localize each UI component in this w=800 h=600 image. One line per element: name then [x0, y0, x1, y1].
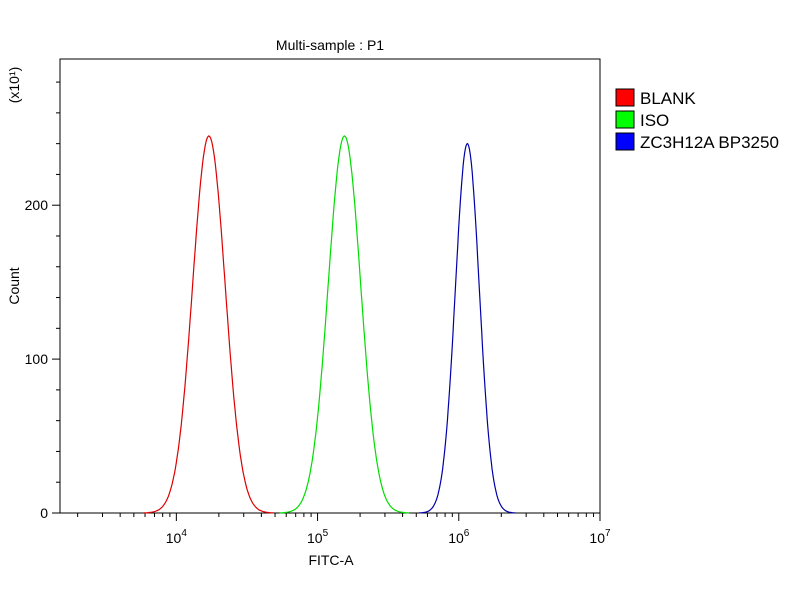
x-axis: 104 105 106 107 [77, 513, 611, 546]
legend-label: BLANK [640, 89, 696, 108]
plot-frame [59, 58, 601, 514]
series-curve [279, 135, 410, 514]
series-curve [143, 135, 274, 514]
legend: BLANK ISO ZC3H12A BP3250 [615, 88, 779, 152]
y-axis-label: Count [6, 267, 22, 304]
x-tick-label: 107 [589, 528, 611, 546]
y-axis: 0 100 200 [25, 81, 60, 521]
series-curve [419, 142, 516, 514]
x-axis-label: FITC-A [308, 552, 354, 568]
x-tick-label: 105 [307, 528, 329, 546]
y-tick-label: 200 [25, 197, 49, 213]
series-layer [143, 135, 516, 514]
x-tick-label: 104 [166, 528, 188, 546]
x-tick-label: 106 [448, 528, 470, 546]
y-axis-multiplier: (x10¹) [6, 67, 22, 104]
legend-swatch [615, 110, 635, 129]
legend-swatch [615, 132, 635, 151]
chart-title: Multi-sample : P1 [276, 37, 384, 53]
legend-swatch [615, 88, 635, 107]
legend-label: ISO [640, 111, 669, 130]
y-tick-label: 100 [25, 351, 49, 367]
legend-label: ZC3H12A BP3250 [640, 133, 779, 152]
y-tick-label: 0 [40, 505, 48, 521]
